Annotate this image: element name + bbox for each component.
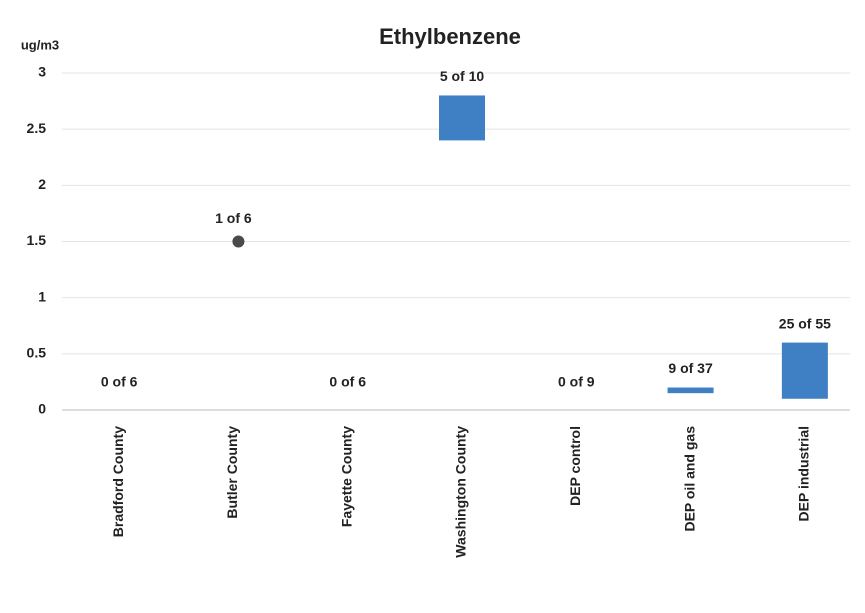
y-tick-label: 1.5 — [27, 232, 47, 248]
y-tick-label: 3 — [38, 64, 46, 80]
y-axis-label: ug/m3 — [21, 37, 59, 52]
x-tick-label: Bradford County — [110, 426, 126, 537]
annotation: 0 of 6 — [329, 374, 366, 390]
range-bar — [667, 387, 714, 394]
y-tick-label: 0.5 — [27, 345, 47, 361]
y-tick-label: 1 — [38, 288, 46, 304]
range-bar — [781, 342, 828, 399]
y-tick-label: 0 — [38, 401, 46, 417]
y-tick-label: 2 — [38, 176, 46, 192]
annotation: 0 of 9 — [558, 374, 595, 390]
range-bar — [439, 95, 485, 141]
annotation: 25 of 55 — [779, 315, 831, 331]
x-tick-label: DEP industrial — [796, 426, 812, 521]
x-tick-label: DEP control — [567, 426, 583, 506]
x-tick-label: Butler County — [224, 426, 240, 519]
annotation: 0 of 6 — [101, 374, 138, 390]
annotation: 1 of 6 — [215, 210, 252, 226]
chart-title: Ethylbenzene — [379, 24, 521, 49]
y-tick-label: 2.5 — [27, 120, 47, 136]
point — [232, 235, 245, 248]
x-tick-label: DEP oil and gas — [681, 426, 697, 532]
annotation: 5 of 10 — [440, 68, 485, 84]
x-tick-label: Washington County — [453, 426, 469, 558]
annotation: 9 of 37 — [668, 360, 713, 376]
x-tick-label: Fayette County — [338, 426, 354, 527]
